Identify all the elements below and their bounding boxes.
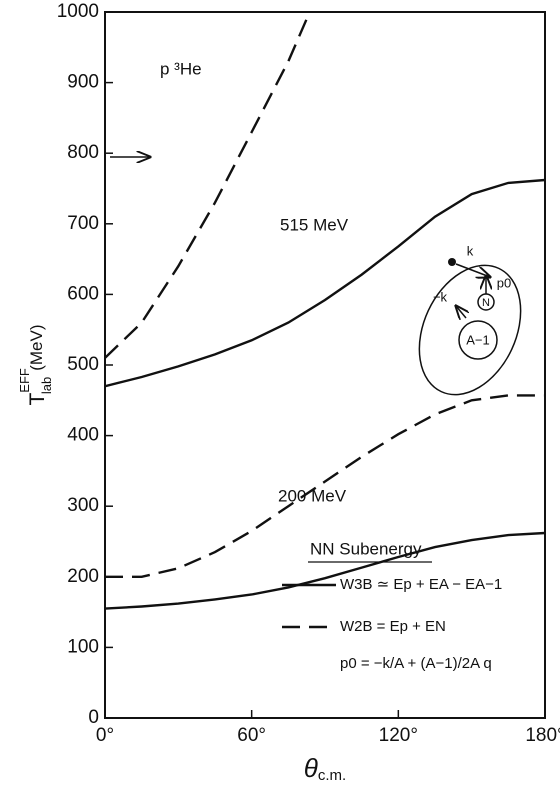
y-tick-label: 1000 <box>57 1 99 22</box>
annotation: 515 MeV <box>280 215 349 234</box>
inset-label: p0 <box>497 275 511 290</box>
x-axis-label: θc.m. <box>304 753 346 784</box>
annotation: p ³He <box>160 59 202 78</box>
y-tick-label: 200 <box>67 566 99 587</box>
curve <box>105 394 545 578</box>
y-tick-label: 500 <box>67 354 99 375</box>
y-label-symbol: T <box>26 393 49 406</box>
inset-core <box>458 320 498 360</box>
plot-frame <box>104 11 546 719</box>
y-tick-label: 600 <box>67 283 99 304</box>
inset-arrow <box>456 306 466 318</box>
inset-arrow <box>455 263 490 277</box>
curve <box>105 12 312 359</box>
y-label-superscript: EFF <box>17 368 32 393</box>
legend-title: NN Subenergy <box>310 539 422 558</box>
inset-diagram: k −k p0 N A−1 <box>418 243 522 396</box>
inset-ellipse <box>418 264 522 396</box>
x-tick-label: 120° <box>379 725 418 746</box>
y-tick-label: 700 <box>67 213 99 234</box>
x-tick-label: 60° <box>237 725 266 746</box>
y-tick-label: 300 <box>67 495 99 516</box>
y-tick-label: 900 <box>67 72 99 93</box>
annotation: 200 MeV <box>278 486 347 505</box>
curves <box>105 12 545 610</box>
y-tick-label: 400 <box>67 425 99 446</box>
x-label-subscript: c.m. <box>318 767 346 784</box>
inset-label: −k <box>433 289 448 304</box>
y-label-subscript: lab <box>39 377 54 394</box>
legend: NN Subenergy p0 = −k/A + (A−1)/2A q W3B … <box>282 539 502 672</box>
y-tick-label: 100 <box>67 636 99 657</box>
x-tick-label: 0° <box>96 725 114 746</box>
x-tick-label: 180° <box>525 725 560 746</box>
y-tick-label: 0 <box>88 707 99 728</box>
legend-note: p0 = −k/A + (A−1)/2A q <box>340 655 492 672</box>
inset-label: N <box>482 297 490 309</box>
legend-label: W2B = Ep + EN <box>340 618 446 635</box>
y-tick-label: 800 <box>67 142 99 163</box>
curve <box>105 531 545 610</box>
inset-label: k <box>467 243 474 258</box>
inset-label: A−1 <box>466 332 490 347</box>
x-label-symbol: θ <box>304 753 318 783</box>
legend-label: W3B ≃ Ep + EA − EA−1 <box>340 576 502 593</box>
y-axis-label: TEFF lab (MeV) <box>17 324 54 405</box>
curve <box>105 178 545 388</box>
inset-dot <box>448 258 456 266</box>
y-label-unit: (MeV) <box>27 324 46 370</box>
